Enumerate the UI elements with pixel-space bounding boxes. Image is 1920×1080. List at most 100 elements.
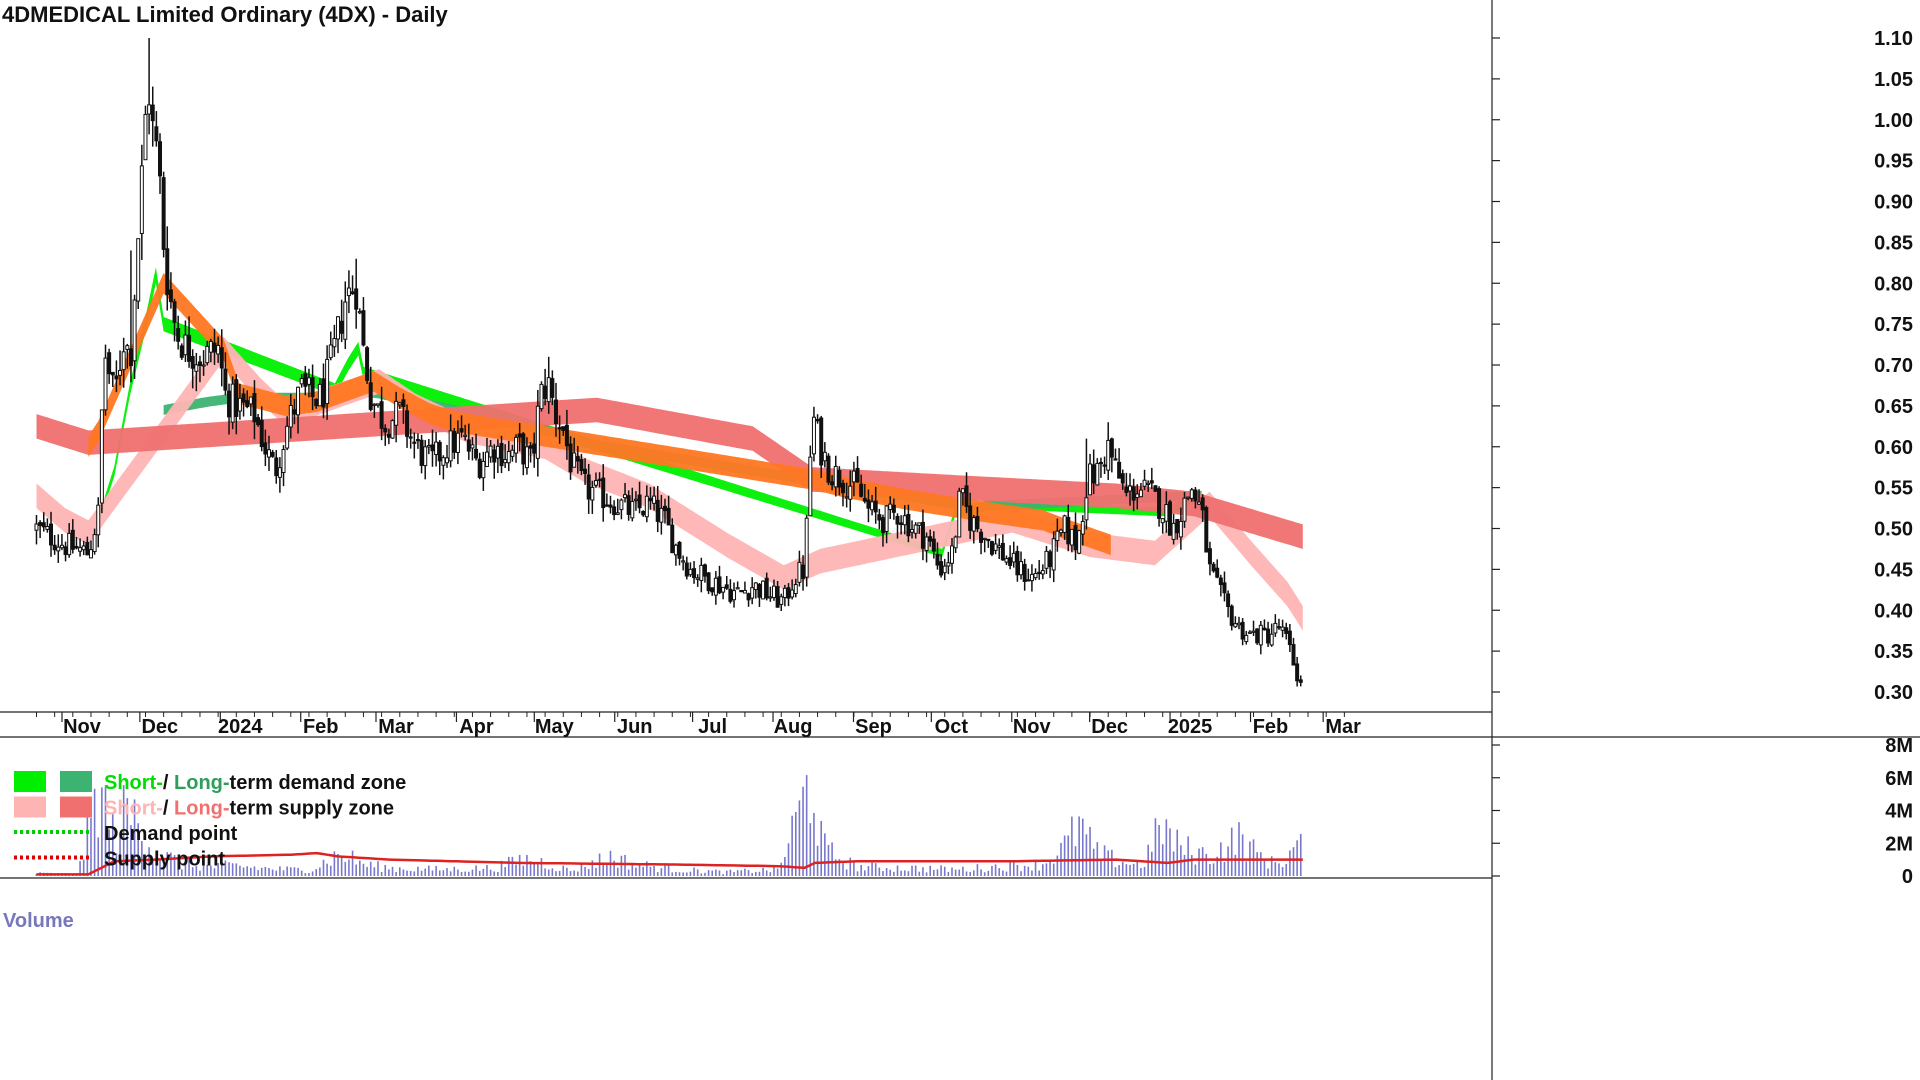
candle-body-46 xyxy=(197,361,202,366)
candle-body-147 xyxy=(564,424,569,447)
date-label-12: Nov xyxy=(1013,716,1052,738)
candle-body-326 xyxy=(1215,567,1220,578)
candle-body-12 xyxy=(74,545,79,549)
candle-body-343 xyxy=(1276,626,1281,629)
candle-body-178 xyxy=(677,541,682,559)
candle-body-300 xyxy=(1120,473,1125,484)
candle-body-130 xyxy=(503,459,508,464)
candle-body-80 xyxy=(321,378,326,408)
price-tick-label-8: 0.70 xyxy=(1874,355,1913,377)
candle-body-164 xyxy=(626,495,631,515)
candle-body-310 xyxy=(1157,488,1162,519)
candle-body-322 xyxy=(1200,497,1205,511)
date-label-13: Dec xyxy=(1091,716,1128,738)
candle-body-49 xyxy=(208,340,213,353)
candle-body-167 xyxy=(637,494,642,509)
candle-body-157 xyxy=(601,477,606,509)
legend-label-2: Demand point xyxy=(104,823,238,845)
candle-body-323 xyxy=(1204,507,1209,553)
candle-body-36 xyxy=(161,177,166,250)
candle-body-94 xyxy=(372,403,377,406)
candle-body-117 xyxy=(455,432,460,454)
candle-body-239 xyxy=(899,522,904,526)
candle-body-296 xyxy=(1106,439,1111,471)
candle-body-65 xyxy=(266,449,271,458)
candle-body-38 xyxy=(168,289,173,303)
candle-body-24 xyxy=(118,369,123,376)
candle-body-266 xyxy=(997,545,1002,548)
candle-body-68 xyxy=(277,467,282,478)
candle-body-109 xyxy=(426,444,431,448)
price-tick-label-3: 0.95 xyxy=(1874,151,1913,173)
date-label-6: May xyxy=(535,716,575,738)
volume-moving-average-line xyxy=(36,851,1303,876)
candle-body-260 xyxy=(975,515,980,530)
candle-body-139 xyxy=(535,405,540,459)
price-tick-label-11: 0.55 xyxy=(1874,478,1913,500)
legend-label-part: term supply zone xyxy=(230,798,394,820)
candle-body-278 xyxy=(1040,570,1045,575)
candle-body-242 xyxy=(910,528,915,533)
candle-body-329 xyxy=(1226,593,1231,607)
candle-body-150 xyxy=(575,456,580,462)
price-tick-label-9: 0.65 xyxy=(1874,396,1913,418)
candle-body-102 xyxy=(401,399,406,407)
candle-body-105 xyxy=(412,441,417,444)
candle-body-71 xyxy=(288,405,293,428)
candle-body-324 xyxy=(1207,548,1212,565)
candle-body-23 xyxy=(114,375,119,380)
candle-body-177 xyxy=(673,544,678,556)
candle-body-258 xyxy=(968,505,973,531)
candle-body-333 xyxy=(1240,621,1245,640)
candle-body-200 xyxy=(757,583,762,598)
candle-body-119 xyxy=(463,434,468,437)
candle-body-9 xyxy=(63,546,68,555)
candle-body-121 xyxy=(470,444,475,449)
price-tick-label-0: 1.10 xyxy=(1874,28,1913,50)
chart-title: 4DMEDICAL Limited Ordinary (4DX) - Daily xyxy=(2,2,449,27)
candle-body-240 xyxy=(902,515,907,526)
candle-body-151 xyxy=(579,459,584,472)
date-label-2: 2024 xyxy=(218,716,263,738)
candle-body-198 xyxy=(750,587,755,599)
candle-body-281 xyxy=(1051,538,1056,571)
candle-body-66 xyxy=(270,451,275,457)
candle-body-182 xyxy=(692,568,697,579)
candle-body-127 xyxy=(492,449,497,463)
legend-label-part: Short- xyxy=(104,798,163,820)
candle-body-347 xyxy=(1291,644,1296,666)
price-axis: 1.10 1.05 1.00 0.95 0.90 0.85 0.80 0.75 0.70 0.65… xyxy=(1492,28,1913,704)
candle-body-196 xyxy=(742,589,747,594)
candle-body-115 xyxy=(448,430,453,462)
candle-body-280 xyxy=(1048,551,1053,568)
candle-body-213 xyxy=(804,517,809,578)
candle-body-304 xyxy=(1135,493,1140,499)
legend-swatch-short-1 xyxy=(14,796,46,818)
candle-body-338 xyxy=(1258,624,1263,646)
candle-body-269 xyxy=(1008,557,1013,566)
candle-body-57 xyxy=(237,397,242,412)
candle-body-35 xyxy=(158,141,163,177)
price-tick-label-5: 0.85 xyxy=(1874,232,1913,254)
candle-body-190 xyxy=(721,586,726,593)
legend-label-1: Short-/ Long-term supply zone xyxy=(104,798,394,820)
candle-body-257 xyxy=(964,485,969,507)
candle-body-99 xyxy=(390,420,395,439)
candle-body-120 xyxy=(466,439,471,452)
candle-body-348 xyxy=(1295,663,1300,682)
candle-body-88 xyxy=(350,291,355,295)
candle-body-15 xyxy=(85,541,90,556)
candle-body-185 xyxy=(702,564,707,577)
candle-body-29 xyxy=(136,238,141,302)
candle-body-328 xyxy=(1222,582,1227,594)
candle-body-289 xyxy=(1080,520,1085,535)
candle-body-210 xyxy=(793,584,798,595)
candle-body-246 xyxy=(924,536,929,551)
candle-body-293 xyxy=(1095,462,1100,486)
candle-body-208 xyxy=(786,587,791,599)
candle-body-301 xyxy=(1124,486,1129,493)
candle-body-268 xyxy=(1004,558,1009,563)
candle-body-291 xyxy=(1088,463,1093,496)
candle-body-175 xyxy=(666,507,671,526)
candle-body-143 xyxy=(550,378,555,398)
